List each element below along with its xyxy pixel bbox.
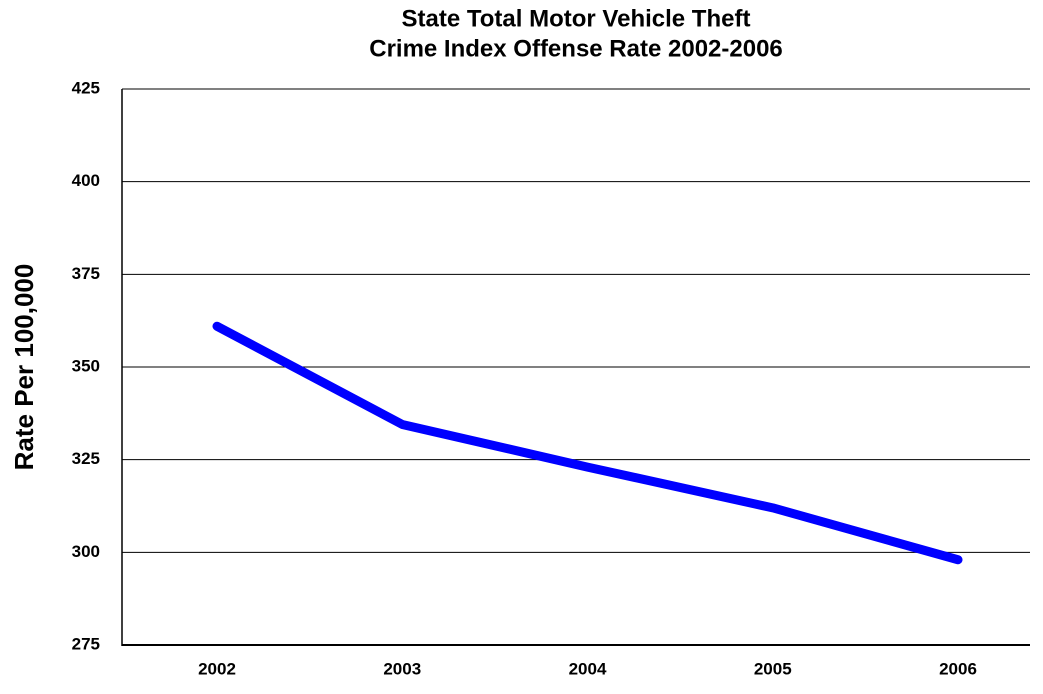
chart-title: Crime Index Offense Rate 2002-2006 — [369, 35, 783, 62]
y-tick-label: 400 — [72, 171, 100, 190]
chart-title: State Total Motor Vehicle Theft — [402, 5, 751, 32]
y-tick-label: 275 — [72, 634, 100, 653]
y-tick-label: 375 — [72, 264, 100, 283]
y-tick-label: 300 — [72, 542, 100, 561]
y-tick-label: 325 — [72, 449, 100, 468]
y-tick-label: 350 — [72, 356, 100, 375]
y-tick-label: 425 — [72, 78, 100, 97]
x-tick-label: 2003 — [383, 659, 421, 678]
x-tick-label: 2006 — [939, 659, 977, 678]
x-tick-label: 2002 — [198, 659, 236, 678]
data-line — [212, 321, 963, 565]
x-tick-label: 2004 — [569, 659, 607, 678]
y-axis-label: Rate Per 100,000 — [9, 264, 39, 471]
x-tick-label: 2005 — [754, 659, 792, 678]
